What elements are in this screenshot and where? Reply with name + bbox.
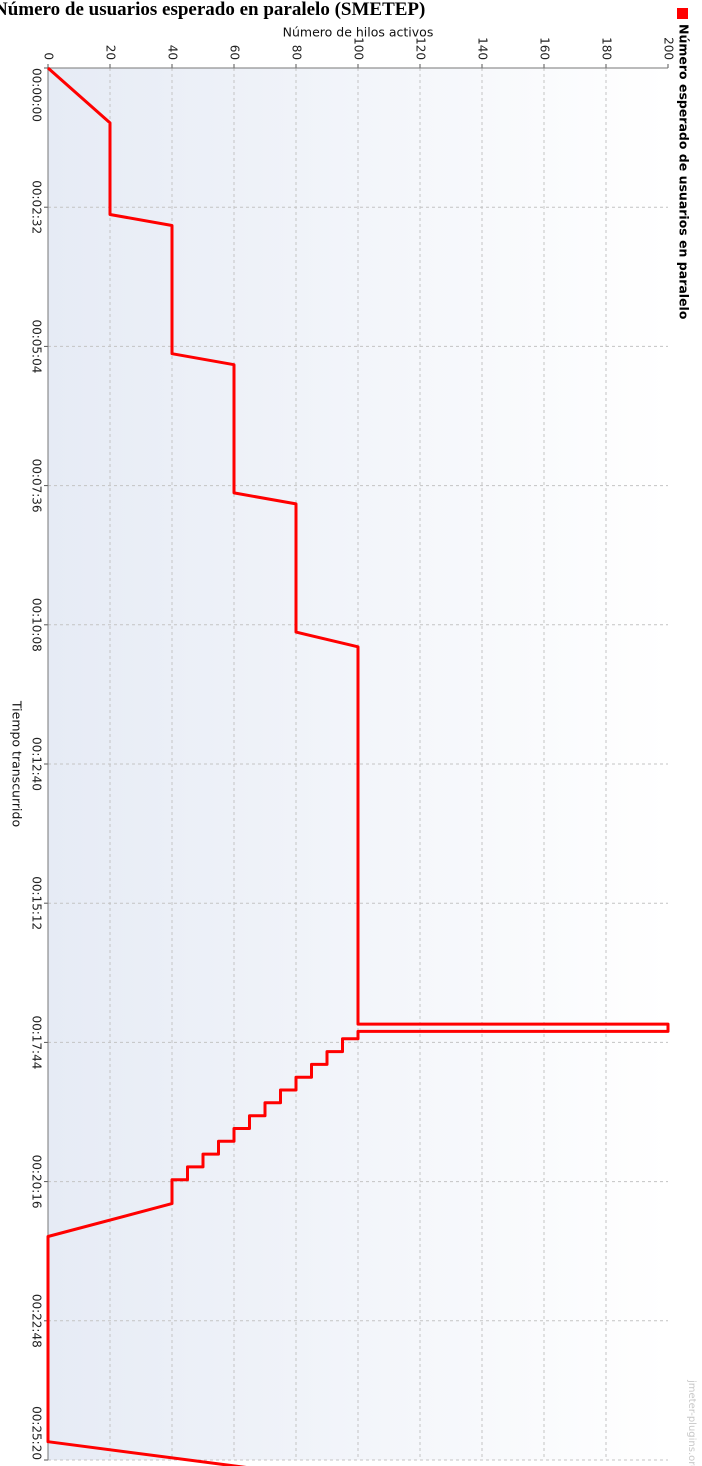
legend-label: Número esperado de usuarios en paralelo (677, 24, 692, 320)
value-tick-label: 80 (290, 45, 304, 60)
time-tick-label: 00:07:36 (30, 459, 44, 513)
time-tick-label: 00:10:08 (30, 598, 44, 652)
time-tick-label: 00:22:48 (30, 1294, 44, 1348)
value-tick-label: 40 (166, 45, 180, 60)
time-tick-label: 00:17:44 (30, 1015, 44, 1069)
time-tick-label: 00:12:40 (30, 737, 44, 791)
value-tick-label: 120 (414, 37, 428, 60)
value-tick-label: 20 (104, 45, 118, 60)
value-tick-label: 140 (476, 37, 490, 60)
value-tick-label: 160 (538, 37, 552, 60)
watermark: jmeter-plugins.org (686, 1379, 697, 1466)
value-tick-label: 0 (42, 52, 56, 60)
time-tick-label: 00:02:32 (30, 180, 44, 234)
value-tick-label: 180 (600, 37, 614, 60)
value-tick-label: 100 (352, 37, 366, 60)
page-title: Número de usuarios esperado en paralelo … (0, 0, 426, 20)
labels: 0 20 40 60 80 100 120 140 160 180 200 00:00:00 00:02… (10, 8, 697, 1466)
series-line (46, 66, 670, 1466)
grid (48, 68, 668, 1461)
time-tick-label: 00:20:16 (30, 1155, 44, 1209)
x-axis-title: Tiempo transcurrido (10, 700, 25, 827)
time-tick-label: 00:15:12 (30, 876, 44, 930)
legend-swatch (677, 8, 688, 19)
axes (44, 64, 669, 1461)
time-tick-label: 00:00:00 (30, 68, 44, 122)
series-layer (46, 66, 670, 1466)
time-tick-label: 00:25:20 (30, 1406, 44, 1460)
y-axis-title: Número de hilos activos (283, 25, 434, 40)
value-tick-label: 200 (662, 37, 676, 60)
time-tick-label: 00:05:04 (30, 319, 44, 373)
value-tick-label: 60 (228, 45, 242, 60)
